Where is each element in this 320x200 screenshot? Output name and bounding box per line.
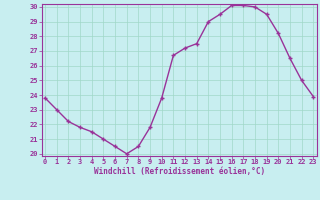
X-axis label: Windchill (Refroidissement éolien,°C): Windchill (Refroidissement éolien,°C) <box>94 167 265 176</box>
